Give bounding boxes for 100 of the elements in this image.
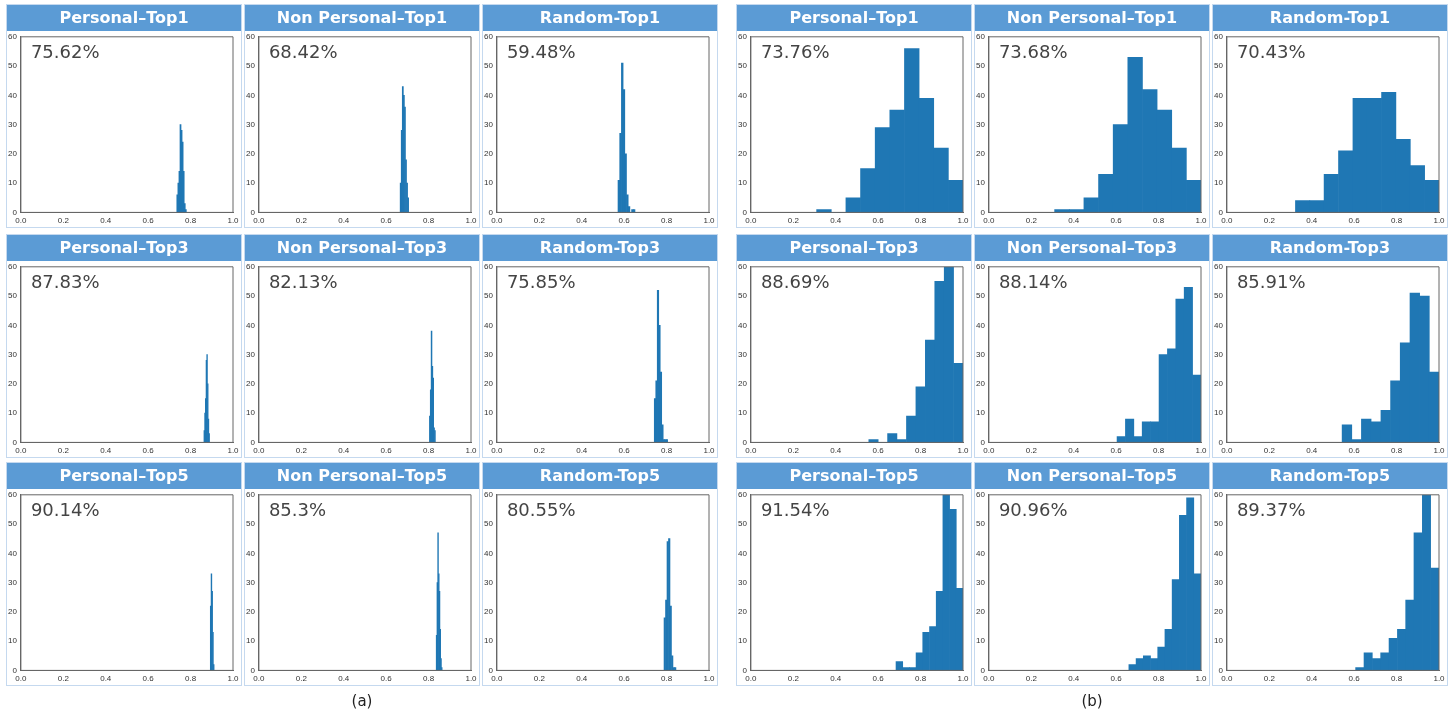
x-tick-label: 1.0 xyxy=(1433,674,1446,684)
x-tick-label: 0.2 xyxy=(787,216,800,226)
x-tick-label: 1.0 xyxy=(703,216,716,226)
x-tick-label: 0.4 xyxy=(830,216,842,226)
y-tick-label: 20 xyxy=(975,149,986,159)
y-tick-label: 40 xyxy=(483,548,494,558)
x-tick-label: 1.0 xyxy=(957,216,970,226)
x-tick-label: 0.2 xyxy=(1025,674,1038,684)
y-tick-label: 40 xyxy=(7,90,18,100)
y-tick-label: 40 xyxy=(7,548,18,558)
y-tick-label: 10 xyxy=(483,178,494,188)
x-tick-label: 0.6 xyxy=(618,674,631,684)
chart-title: Non Personal–Top3 xyxy=(975,235,1209,261)
y-tick-label: 0 xyxy=(980,437,986,447)
y-tick-label: 30 xyxy=(7,349,18,359)
x-tick-label: 1.0 xyxy=(465,446,478,456)
x-tick-label: 0.6 xyxy=(618,446,631,456)
annotation: 73.68% xyxy=(998,41,1068,63)
x-tick-label: 0.2 xyxy=(787,446,800,456)
annotation: 88.14% xyxy=(998,271,1068,293)
chart-title: Personal–Top1 xyxy=(737,5,971,31)
x-tick-label: 0.6 xyxy=(142,446,155,456)
x-tick-label: 1.0 xyxy=(1195,674,1208,684)
chart-title: Non Personal–Top5 xyxy=(245,463,479,489)
x-tick-label: 0.4 xyxy=(830,446,842,456)
x-tick-label: 1.0 xyxy=(957,674,970,684)
y-tick-label: 30 xyxy=(975,119,986,129)
y-tick-label: 10 xyxy=(245,408,256,418)
y-tick-label: 60 xyxy=(737,262,748,271)
x-tick-label: 0.6 xyxy=(380,446,393,456)
y-tick-label: 30 xyxy=(483,119,494,129)
y-tick-label: 50 xyxy=(737,61,748,71)
y-tick-label: 10 xyxy=(1213,178,1224,188)
y-tick-label: 30 xyxy=(1213,119,1224,129)
y-tick-label: 20 xyxy=(483,607,494,617)
y-tick-label: 20 xyxy=(1213,149,1224,159)
x-tick-label: 0.8 xyxy=(1391,674,1403,684)
y-tick-label: 60 xyxy=(975,32,986,41)
y-tick-label: 20 xyxy=(975,607,986,617)
y-tick-label: 20 xyxy=(7,607,18,617)
annotation: 85.3% xyxy=(268,499,327,521)
chart-title: Personal–Top3 xyxy=(737,235,971,261)
x-tick-label: 1.0 xyxy=(957,446,970,456)
x-tick-label: 0.6 xyxy=(142,216,155,226)
x-tick-label: 0.0 xyxy=(15,674,28,684)
y-tick-label: 0 xyxy=(250,207,256,217)
chart-title: Non Personal–Top5 xyxy=(975,463,1209,489)
x-tick-label: 0.8 xyxy=(185,216,197,226)
chart-title: Random-Top5 xyxy=(483,463,717,489)
y-tick-label: 30 xyxy=(7,119,18,129)
x-tick-label: 0.0 xyxy=(15,216,28,226)
x-tick-label: 0.0 xyxy=(1221,446,1234,456)
y-tick-label: 10 xyxy=(483,408,494,418)
y-tick-label: 30 xyxy=(483,577,494,587)
y-tick-label: 40 xyxy=(7,320,18,330)
y-tick-label: 40 xyxy=(975,320,986,330)
x-tick-label: 0.4 xyxy=(338,674,350,684)
y-tick-label: 50 xyxy=(245,519,256,529)
y-tick-label: 60 xyxy=(245,490,256,499)
x-tick-label: 0.8 xyxy=(1153,216,1165,226)
x-tick-label: 0.2 xyxy=(1025,216,1038,226)
y-tick-label: 0 xyxy=(1218,665,1224,675)
x-tick-label: 0.4 xyxy=(576,446,588,456)
y-tick-label: 0 xyxy=(488,207,494,217)
y-tick-label: 60 xyxy=(483,32,494,41)
x-tick-label: 0.8 xyxy=(423,216,435,226)
y-tick-label: 40 xyxy=(737,548,748,558)
x-tick-label: 0.6 xyxy=(1348,446,1361,456)
x-tick-label: 0.8 xyxy=(423,674,435,684)
y-tick-label: 60 xyxy=(737,32,748,41)
x-tick-label: 0.4 xyxy=(1068,216,1080,226)
y-tick-label: 50 xyxy=(975,291,986,301)
chart-title: Personal–Top5 xyxy=(737,463,971,489)
x-tick-label: 0.2 xyxy=(533,216,546,226)
x-tick-label: 0.0 xyxy=(983,446,996,456)
x-tick-label: 0.2 xyxy=(295,216,308,226)
annotation: 82.13% xyxy=(268,271,338,293)
x-tick-label: 0.8 xyxy=(185,674,197,684)
x-tick-label: 0.2 xyxy=(1263,446,1276,456)
y-tick-label: 10 xyxy=(7,408,18,418)
x-tick-label: 0.2 xyxy=(533,674,546,684)
annotation: 91.54% xyxy=(760,499,830,521)
x-tick-label: 1.0 xyxy=(465,216,478,226)
y-tick-label: 10 xyxy=(1213,636,1224,646)
x-tick-label: 0.4 xyxy=(1306,446,1318,456)
x-tick-label: 0.4 xyxy=(100,216,112,226)
x-tick-label: 0.8 xyxy=(915,216,927,226)
y-tick-label: 20 xyxy=(7,149,18,159)
x-tick-label: 0.4 xyxy=(100,674,112,684)
y-tick-label: 30 xyxy=(245,119,256,129)
x-tick-label: 0.0 xyxy=(491,216,504,226)
x-tick-label: 0.2 xyxy=(1263,674,1276,684)
y-tick-label: 10 xyxy=(737,408,748,418)
y-tick-label: 60 xyxy=(1213,32,1224,41)
y-tick-label: 30 xyxy=(245,349,256,359)
x-tick-label: 0.4 xyxy=(1068,446,1080,456)
y-tick-label: 40 xyxy=(1213,548,1224,558)
y-tick-label: 0 xyxy=(1218,207,1224,217)
x-tick-label: 0.6 xyxy=(1348,674,1361,684)
x-tick-label: 0.0 xyxy=(1221,674,1234,684)
